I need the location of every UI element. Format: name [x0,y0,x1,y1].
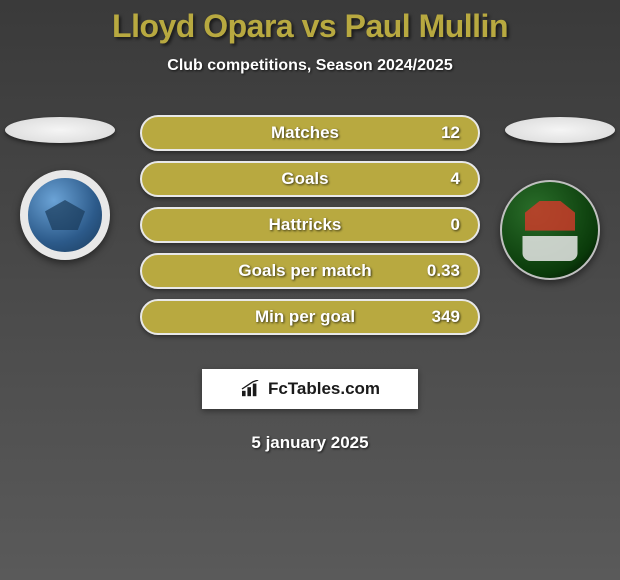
brand-text: FcTables.com [268,379,380,399]
stat-value-right: 0 [420,215,460,235]
player-left-crest [20,170,110,260]
stat-label: Min per goal [160,307,420,327]
subtitle: Club competitions, Season 2024/2025 [0,57,620,75]
stat-value-right: 349 [420,307,460,327]
stat-value-right: 0.33 [420,261,460,281]
stat-row-goals: Goals 4 [140,161,480,197]
stat-label: Goals per match [160,261,420,281]
stat-rows: Matches 12 Goals 4 Hattricks 0 Goals per… [140,105,480,335]
stat-row-hattricks: Hattricks 0 [140,207,480,243]
comparison-card: Lloyd Opara vs Paul Mullin Club competit… [0,0,620,453]
stat-label: Hattricks [160,215,420,235]
stat-row-matches: Matches 12 [140,115,480,151]
brand-box[interactable]: FcTables.com [202,369,418,409]
stat-row-gpm: Goals per match 0.33 [140,253,480,289]
page-title: Lloyd Opara vs Paul Mullin [0,8,620,45]
chart-icon [240,380,262,398]
stats-area: Matches 12 Goals 4 Hattricks 0 Goals per… [0,105,620,355]
stat-label: Goals [160,169,420,189]
date-label: 5 january 2025 [0,433,620,453]
stat-value-right: 12 [420,123,460,143]
stat-value-right: 4 [420,169,460,189]
player-left-platform [5,117,115,143]
stat-row-mpg: Min per goal 349 [140,299,480,335]
player-right-crest [500,180,600,280]
stat-label: Matches [160,123,420,143]
player-right-platform [505,117,615,143]
